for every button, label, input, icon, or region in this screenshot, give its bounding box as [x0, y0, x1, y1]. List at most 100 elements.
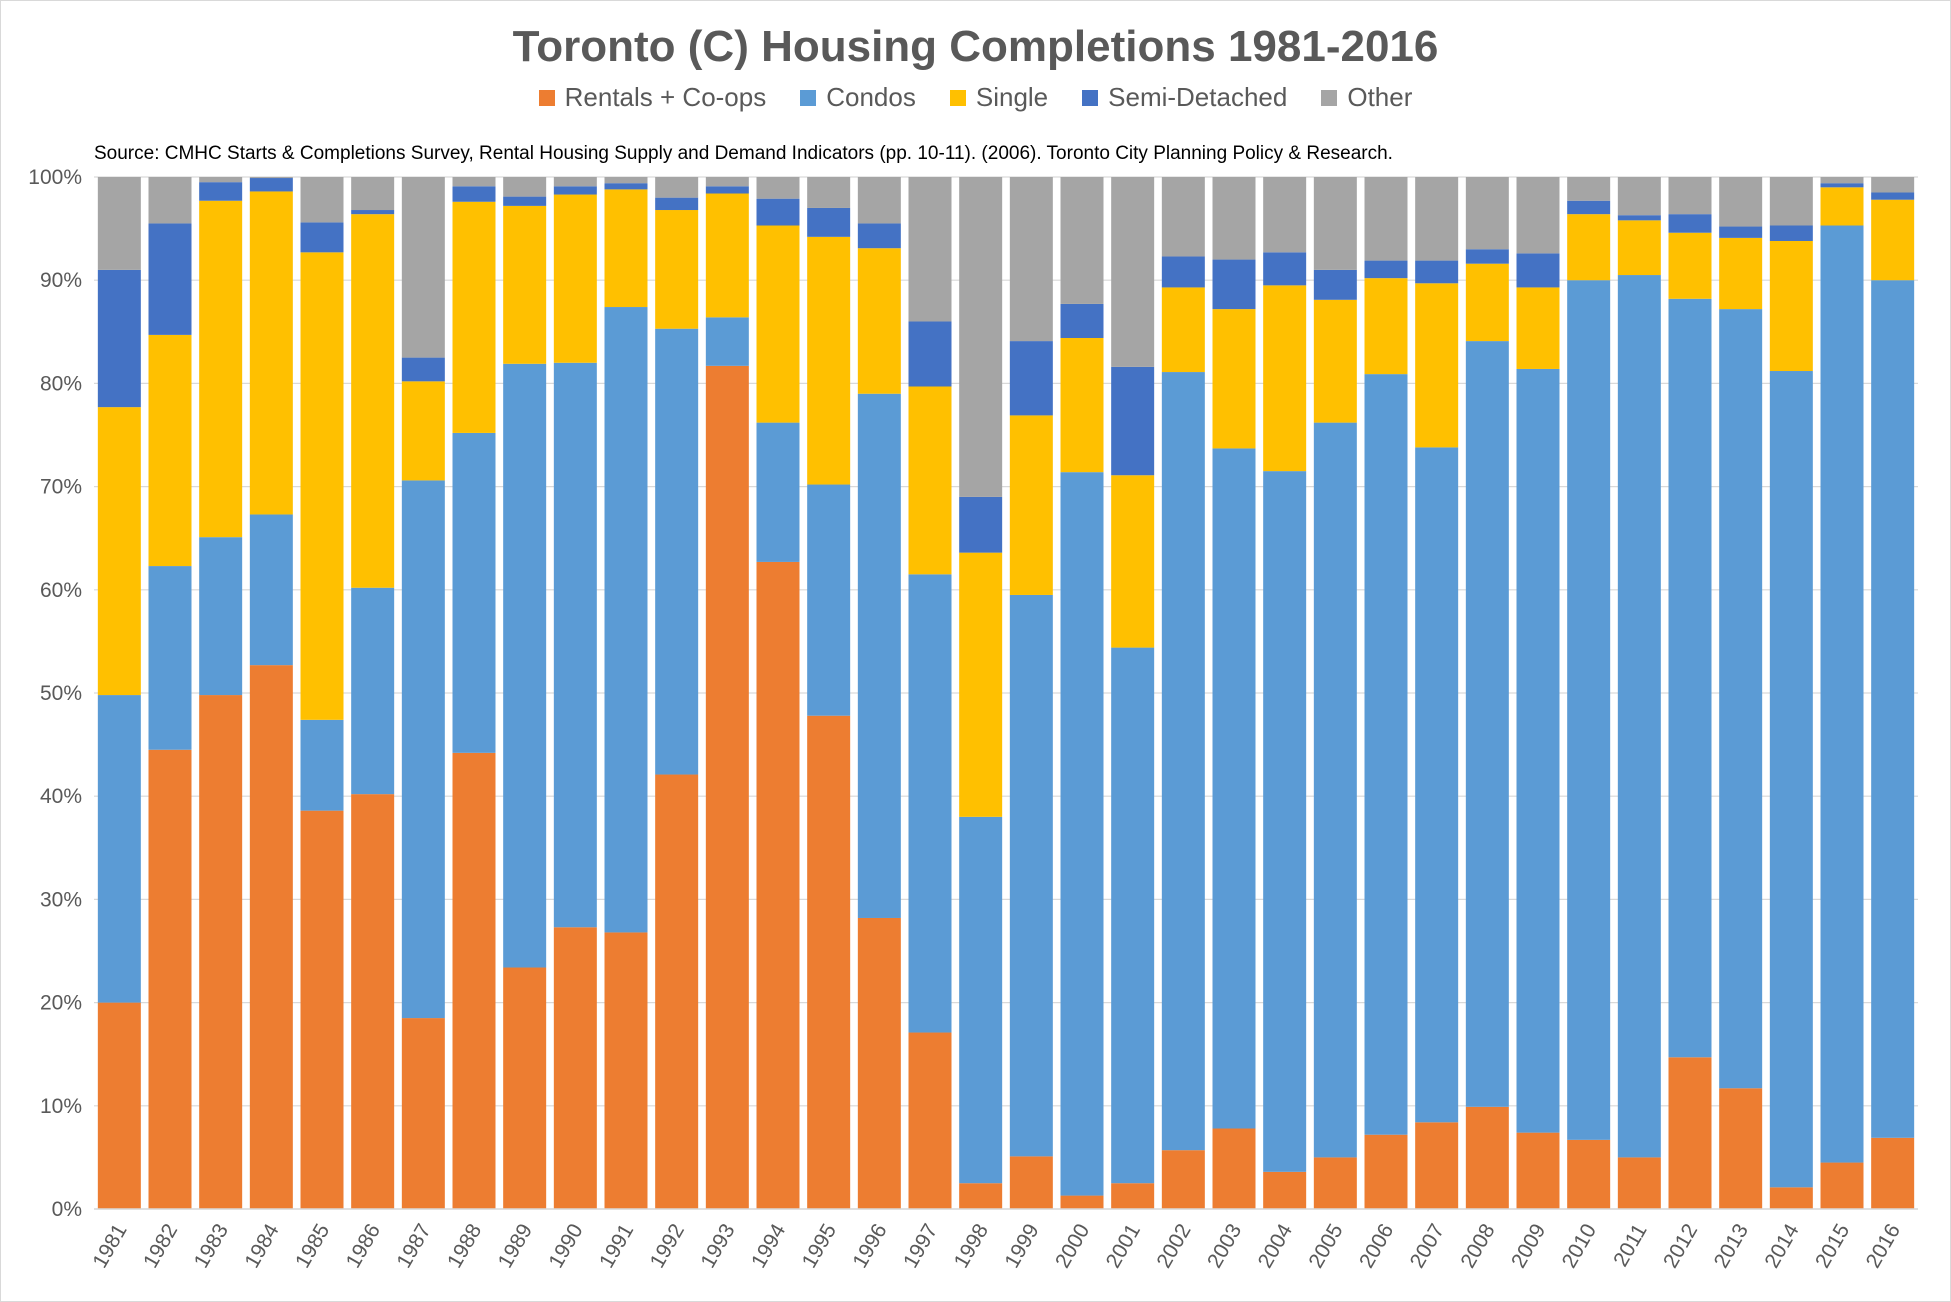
bar-segment [1364, 374, 1408, 1135]
bar-segment [503, 196, 547, 206]
legend-label: Rentals + Co-ops [564, 82, 767, 112]
chart-title: Toronto (C) Housing Completions 1981-201… [512, 22, 1439, 71]
bar-segment [1313, 1157, 1357, 1209]
legend-item: Other [1321, 82, 1412, 113]
x-tick-label: 2004 [1254, 1220, 1297, 1272]
bar-segment [1769, 225, 1813, 241]
x-tick-label: 2009 [1507, 1220, 1550, 1272]
bar-segment [857, 177, 901, 224]
legend-swatch [800, 89, 817, 106]
source-note: Source: CMHC Starts & Completions Survey… [94, 143, 1393, 164]
bar-segment [1212, 177, 1256, 260]
bar-segment [908, 1032, 952, 1209]
bar-segment [1516, 253, 1560, 288]
x-tick-label: 2003 [1203, 1220, 1246, 1272]
bar-segment [1263, 177, 1307, 253]
x-tick-label: 1985 [291, 1220, 334, 1272]
bar-segment [604, 932, 648, 1209]
bar-segment [199, 200, 243, 538]
bar-segment [1111, 177, 1155, 367]
bar-segment [1516, 1132, 1560, 1209]
bar-segment [1263, 252, 1307, 286]
bar-segment [249, 514, 293, 666]
bar-segment [1567, 214, 1611, 281]
bar-segment [249, 665, 293, 1209]
bar-segment [452, 201, 496, 433]
bar-segment [401, 381, 445, 481]
bar-segment [1415, 447, 1459, 1123]
bar-segment [553, 927, 597, 1209]
bar-segment [452, 432, 496, 753]
bar-segment [1516, 177, 1560, 254]
bar-segment [300, 810, 344, 1209]
bar-segment [1820, 177, 1864, 184]
bar-segment [1364, 260, 1408, 279]
legend-item: Single [949, 82, 1048, 113]
bar-segment [1617, 275, 1661, 1158]
x-tick-label: 2002 [1152, 1220, 1195, 1272]
bar-segment [655, 774, 699, 1209]
bar-segment [1313, 269, 1357, 300]
x-tick-label: 2000 [1051, 1220, 1094, 1272]
y-tick-label: 10% [40, 1095, 82, 1118]
bar-segment [959, 1183, 1003, 1209]
bar-segment [1465, 263, 1509, 342]
x-tick-label: 1997 [899, 1220, 942, 1272]
bar-segment [1668, 1057, 1712, 1209]
legend-item: Condos [800, 82, 916, 113]
bar-segment [1820, 183, 1864, 188]
bar-segment [1415, 260, 1459, 284]
bar-segment [1161, 256, 1205, 288]
x-tick-label: 2010 [1558, 1220, 1601, 1272]
x-tick-label: 2013 [1710, 1220, 1753, 1272]
bar-segment [1769, 177, 1813, 226]
bar-segment [401, 1018, 445, 1209]
bar-segment [857, 917, 901, 1209]
bar-segment [1009, 594, 1053, 1157]
bar-segment [959, 552, 1003, 817]
x-tick-label: 1993 [696, 1220, 739, 1272]
bar-segment [705, 193, 749, 318]
y-tick-label: 70% [40, 476, 82, 499]
x-tick-label: 1995 [798, 1220, 841, 1272]
bar-segment [300, 222, 344, 253]
legend: Rentals + Co-ops Condos Single Semi-Detache… [0, 82, 1951, 113]
x-tick-label: 2006 [1355, 1220, 1398, 1272]
bar-segment [148, 566, 192, 750]
x-tick-label: 2001 [1102, 1220, 1145, 1272]
bar-segment [401, 480, 445, 1019]
bar-segment [604, 177, 648, 184]
bar-segment [1668, 177, 1712, 215]
bar-segment [705, 317, 749, 366]
bar-segment [1161, 177, 1205, 257]
bar-segment [908, 574, 952, 1033]
legend-label: Other [1347, 82, 1413, 112]
bar-segment [351, 214, 395, 588]
x-tick-label: 1987 [392, 1220, 435, 1272]
bar-segment [351, 794, 395, 1209]
bar-segment [503, 363, 547, 968]
x-tick-label: 1984 [240, 1220, 283, 1272]
bar-segment [1415, 283, 1459, 448]
y-tick-label: 60% [40, 579, 82, 602]
bar-segment [553, 194, 597, 363]
bar-segment [807, 177, 851, 208]
bar-segment [1617, 1157, 1661, 1209]
bar-segment [1465, 341, 1509, 1107]
y-tick-label: 80% [40, 372, 82, 395]
bar-segment [604, 307, 648, 933]
bar-segment [553, 186, 597, 195]
bar-segment [604, 183, 648, 190]
bar-segment [148, 749, 192, 1209]
bar-segment [1820, 225, 1864, 1163]
x-tick-label: 2015 [1811, 1220, 1854, 1272]
bar-segment [1415, 1122, 1459, 1209]
bar-segment [148, 223, 192, 335]
x-tick-label: 1986 [342, 1220, 385, 1272]
bar-segment [1820, 1162, 1864, 1209]
bar-segment [1769, 1187, 1813, 1209]
bar-segment [1567, 1139, 1611, 1209]
bar-segment [857, 393, 901, 918]
x-tick-label: 2008 [1456, 1220, 1499, 1272]
